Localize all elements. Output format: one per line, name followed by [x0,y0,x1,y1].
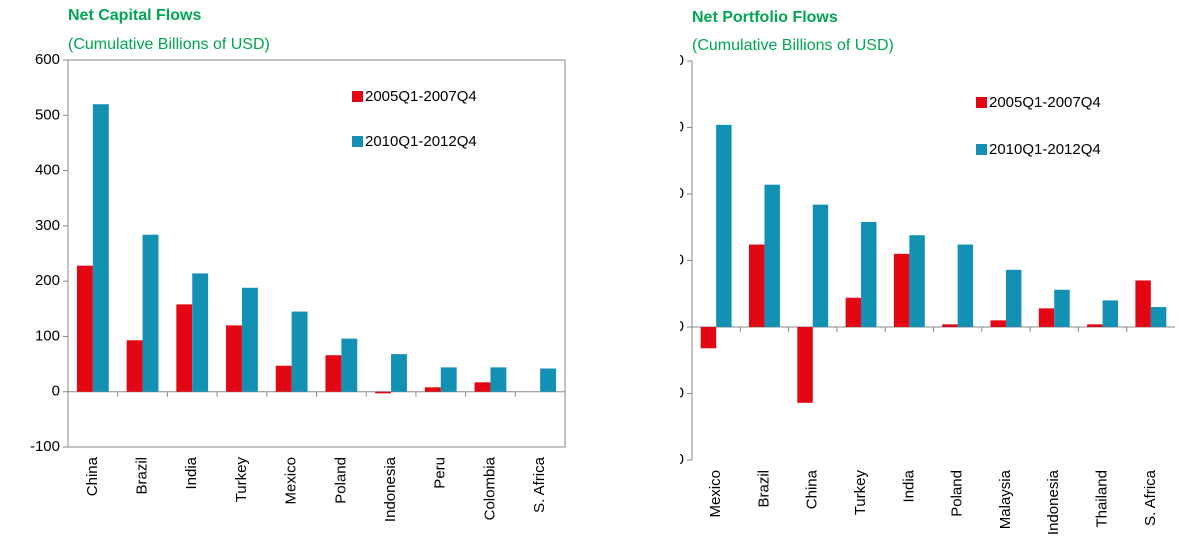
chart-title: Net Capital Flows [68,7,201,24]
bar [226,325,242,392]
y-tick-label: 100 [659,185,684,202]
chart-title: Net Portfolio Flows [692,9,838,26]
bar [1005,269,1022,327]
y-tick-label: 600 [35,51,60,68]
legend-label: 2010Q1-2012Q4 [365,133,477,150]
y-tick-label: 500 [35,106,60,123]
y-tick-label: -50 [662,384,684,401]
bar [540,368,557,392]
x-tick-label: Brazil [134,457,151,495]
bar [490,367,507,392]
bar [1102,300,1119,327]
bar [440,367,457,392]
bar [424,387,441,392]
y-tick-label: -100 [654,451,684,468]
x-tick-label: Indonesia [1045,469,1062,535]
x-tick-label: Indonesia [382,456,399,522]
chart: Net Portfolio Flows (Cumulative Billions … [654,9,1175,535]
bar [861,221,877,327]
bar [957,244,974,327]
y-tick-label: 0 [676,318,684,335]
bar [748,244,765,327]
y-tick-label: 200 [35,272,60,289]
x-tick-label: India [183,456,200,489]
legend-swatch [352,136,363,147]
bar [812,204,829,327]
x-tick-label: S. Africa [1142,469,1159,526]
bar [192,273,209,392]
bar [142,234,159,392]
y-tick-label: 400 [35,162,60,179]
plot-frame [67,59,566,448]
y-tick-label: 0 [52,383,60,400]
x-tick-label: India [900,469,917,502]
x-tick-label: Turkey [852,470,869,516]
y-tick-label: 200 [659,52,684,69]
x-tick-label: Peru [432,457,449,489]
legend-label: 2005Q1-2007Q4 [365,88,477,105]
chart: Net Capital Flows (Cumulative Billions of… [30,7,566,522]
x-tick-label: Mexico [283,457,300,505]
bar [375,391,392,394]
bar [291,311,308,392]
bar [845,297,862,327]
x-tick-label: Poland [949,470,966,517]
legend-label: 2005Q1-2007Q4 [989,94,1101,111]
x-tick-label: Thailand [1094,470,1111,528]
bar [126,340,143,392]
bar [92,104,109,392]
bar [716,124,732,327]
bar [797,327,813,403]
x-tick-label: Colombia [481,456,498,520]
x-tick-label: Brazil [755,470,772,508]
bar [176,304,193,392]
legend-swatch [976,144,987,155]
bar [341,338,358,392]
bar [1150,307,1167,327]
bar [1135,280,1151,327]
bar [700,327,717,349]
bar [275,365,292,392]
bar [1054,289,1070,327]
x-tick-label: Turkey [233,457,250,503]
legend-swatch [352,91,363,102]
bar [241,287,258,392]
bar [1087,324,1103,327]
x-tick-label: S. Africa [531,456,548,513]
x-tick-label: Mexico [707,470,724,518]
chart-subtitle: (Cumulative Billions of USD) [692,37,894,54]
y-tick-label: 100 [35,327,60,344]
bar [325,355,342,392]
bar [909,235,925,327]
x-tick-label: China [804,469,821,509]
bar [391,354,407,392]
bar [990,320,1006,327]
x-tick-label: China [84,456,101,496]
bar [942,324,958,327]
y-tick-label: -100 [30,438,60,455]
legend-swatch [976,97,987,108]
legend-label: 2010Q1-2012Q4 [989,141,1101,158]
chart-subtitle: (Cumulative Billions of USD) [68,36,270,53]
x-tick-label: Malaysia [997,469,1014,529]
bar [76,265,93,392]
y-tick-label: 150 [659,118,684,135]
bar [1038,308,1055,327]
y-tick-label: 300 [35,217,60,234]
bar [474,382,491,392]
bar [893,253,910,327]
y-tick-label: 50 [667,251,684,268]
bar [764,184,780,327]
x-tick-label: Poland [332,457,349,504]
